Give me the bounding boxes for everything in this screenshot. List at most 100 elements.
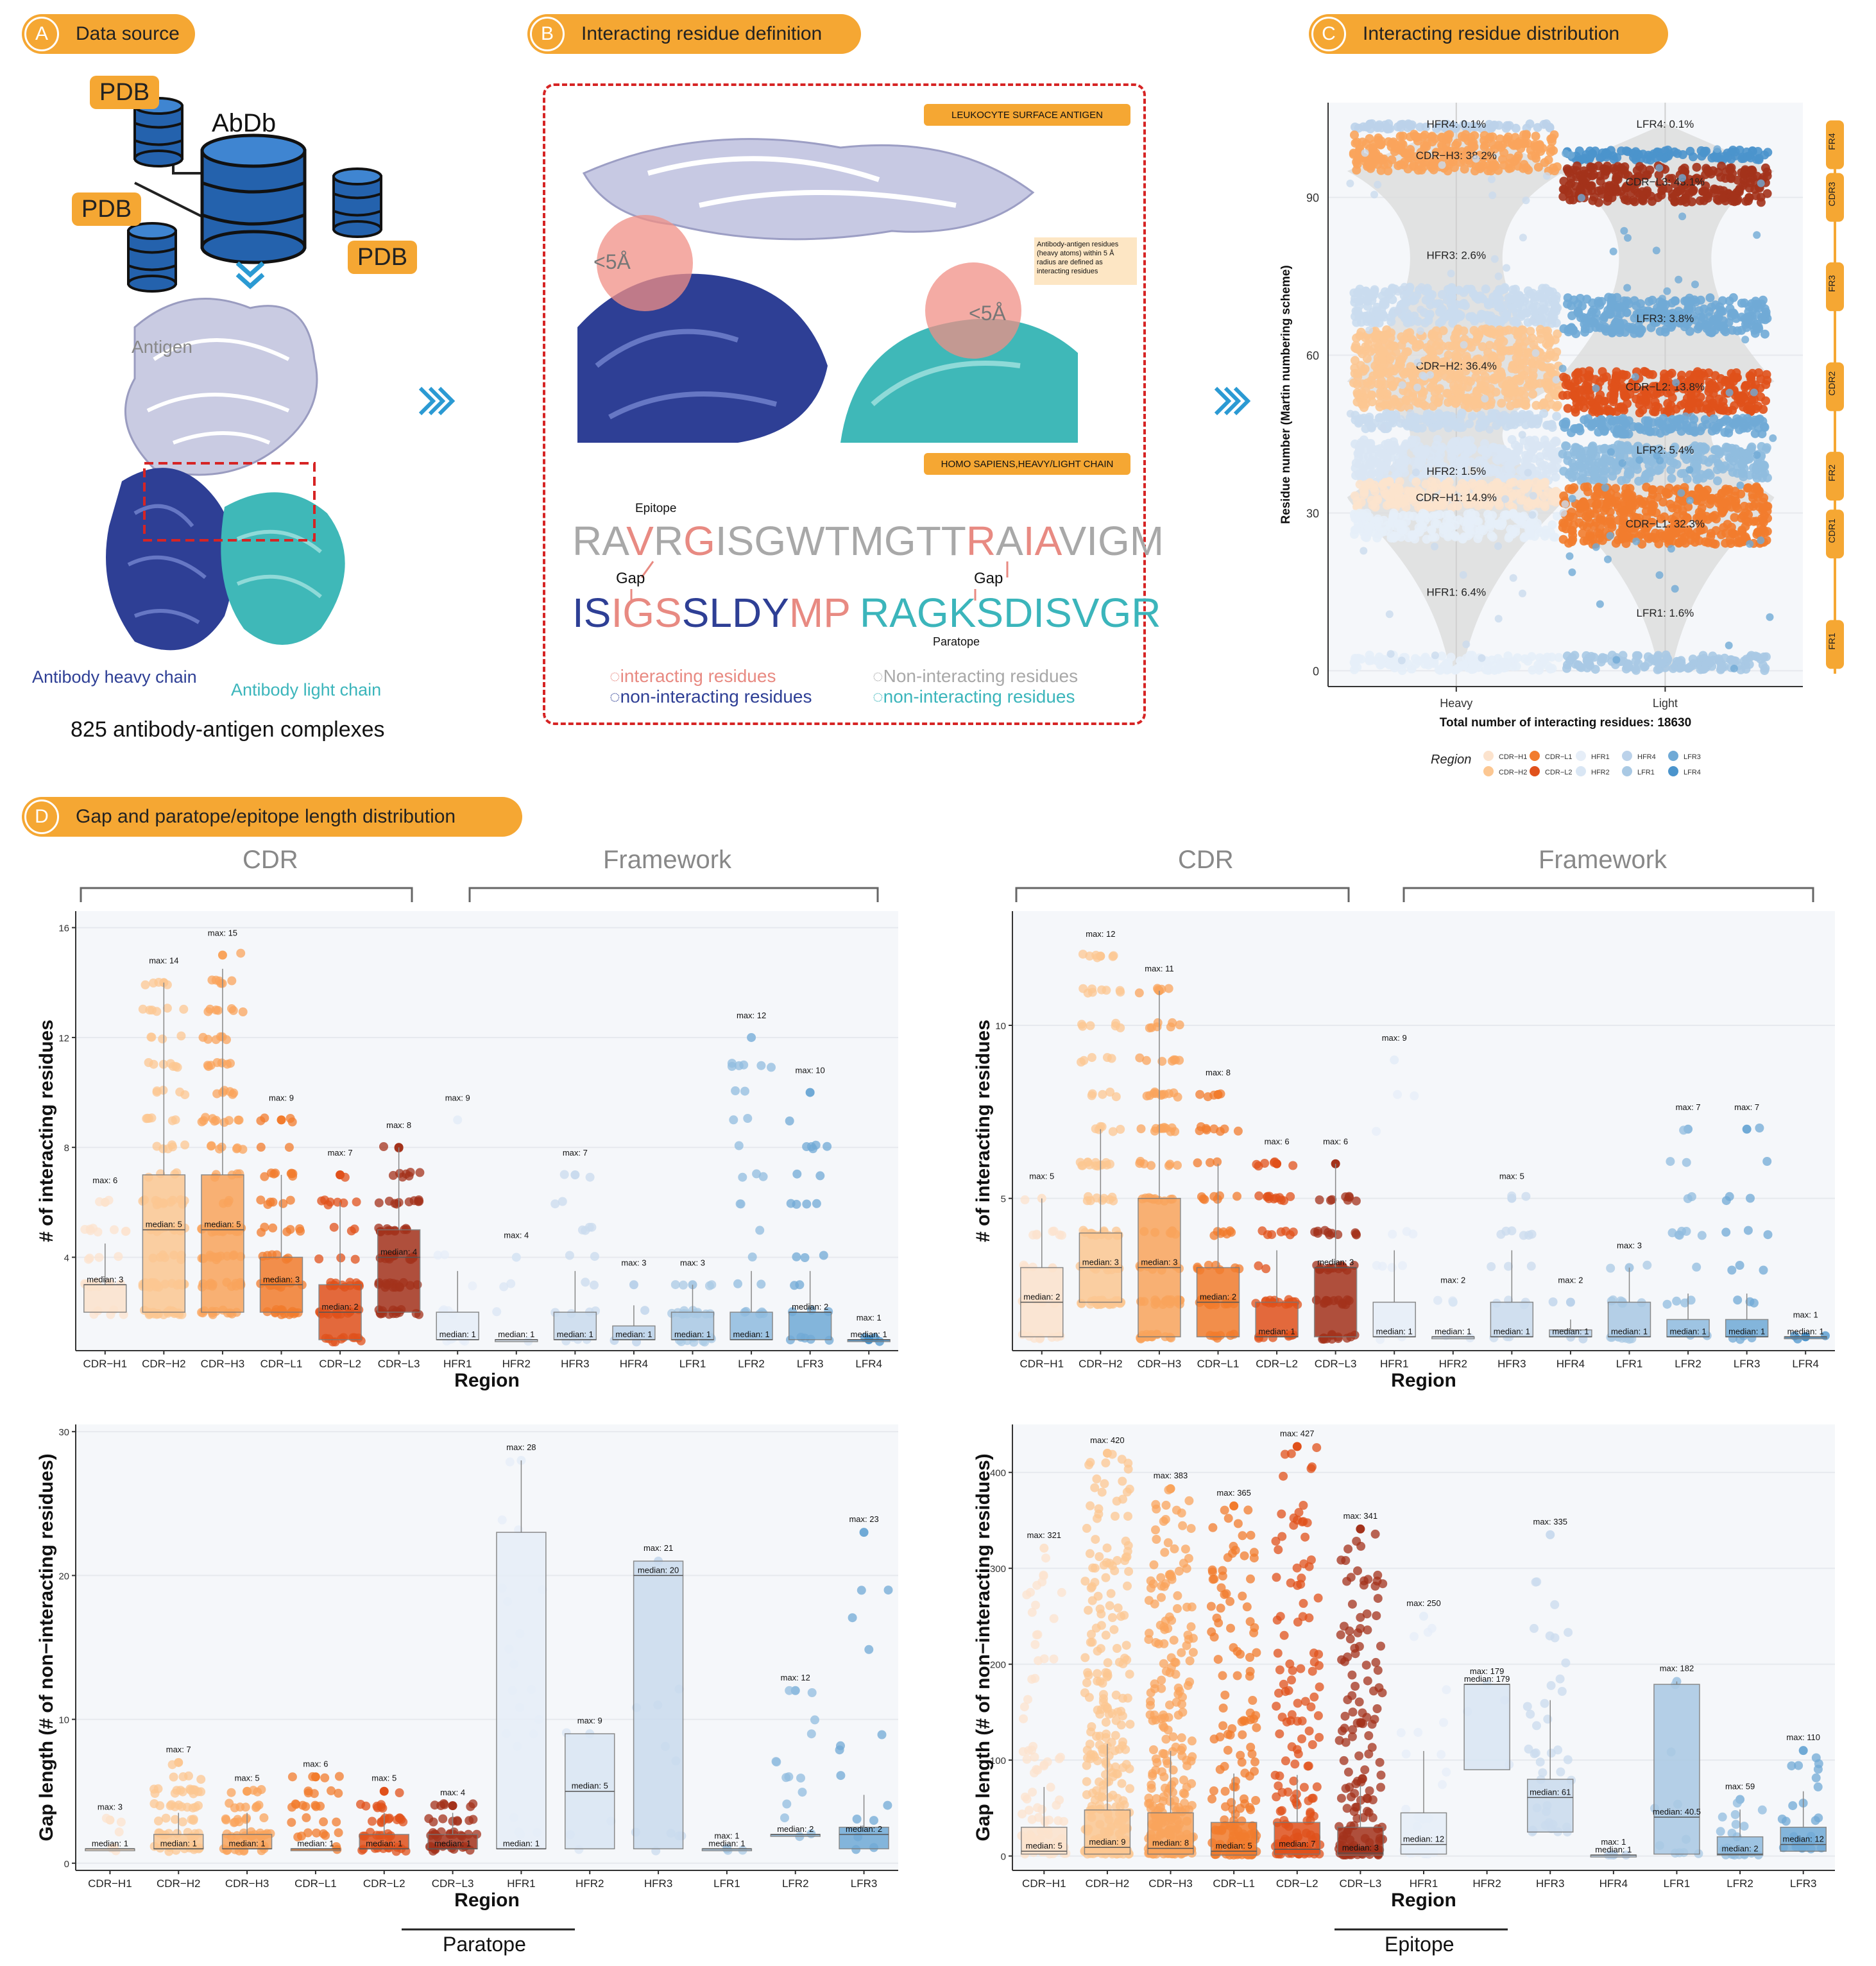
data-point xyxy=(93,1227,103,1236)
data-point xyxy=(1730,147,1740,157)
outlier-point xyxy=(1494,542,1502,551)
data-point xyxy=(1450,163,1459,173)
data-point xyxy=(550,1199,560,1209)
data-point xyxy=(1463,382,1472,392)
outlier-point xyxy=(1601,484,1609,492)
data-point xyxy=(1418,399,1428,409)
data-point xyxy=(1614,515,1623,525)
data-point xyxy=(1621,146,1631,156)
data-point xyxy=(1535,140,1544,150)
data-point xyxy=(1492,360,1502,369)
data-point xyxy=(286,1169,296,1179)
data-point xyxy=(1374,450,1384,460)
data-point xyxy=(1513,653,1522,663)
data-point xyxy=(1762,536,1771,545)
data-point xyxy=(148,1005,157,1015)
data-point xyxy=(1367,391,1376,400)
data-point xyxy=(138,1004,148,1014)
median-label: median: 5 xyxy=(204,1220,241,1229)
side-tag-box xyxy=(1826,509,1844,559)
data-point xyxy=(1494,121,1504,130)
paratope-label: Paratope xyxy=(933,635,980,648)
data-point xyxy=(1650,397,1660,407)
outlier-point xyxy=(1757,536,1765,545)
data-point xyxy=(1696,312,1706,322)
data-point xyxy=(1661,314,1671,324)
max-point xyxy=(336,1170,345,1179)
data-point xyxy=(756,1061,766,1070)
data-point xyxy=(1746,173,1755,183)
data-point xyxy=(1497,141,1507,150)
data-point xyxy=(1529,454,1539,463)
data-point xyxy=(114,1252,123,1261)
heavy-seq-segment: S xyxy=(654,590,682,636)
data-point xyxy=(1664,489,1673,499)
outlier-point xyxy=(1652,246,1660,255)
data-point xyxy=(1702,400,1712,409)
median-label: median: 1 xyxy=(557,1329,593,1339)
outlier-point xyxy=(1675,275,1683,284)
data-point xyxy=(346,1226,356,1236)
data-point xyxy=(1363,339,1373,349)
band-percentage-label: LFR4: 0.1% xyxy=(1637,118,1694,130)
data-point xyxy=(1644,473,1654,483)
data-point xyxy=(1728,191,1738,200)
data-point xyxy=(1437,132,1447,142)
data-point xyxy=(1352,397,1362,407)
data-point xyxy=(1737,459,1746,468)
data-point xyxy=(163,1144,173,1154)
data-point xyxy=(1379,348,1388,357)
data-point xyxy=(1676,400,1686,410)
data-point xyxy=(1526,438,1536,447)
data-point xyxy=(1671,296,1680,306)
data-point xyxy=(1521,337,1531,346)
data-point xyxy=(1521,481,1530,491)
outlier-point xyxy=(1529,491,1537,500)
data-point xyxy=(1413,132,1422,142)
box xyxy=(83,1284,127,1313)
data-point xyxy=(217,1142,226,1152)
x-tick-label: CDR−L3 xyxy=(378,1358,420,1370)
antigen-seq-segment: VIGM xyxy=(1059,518,1164,564)
data-point xyxy=(1748,146,1757,156)
data-point xyxy=(1376,136,1386,146)
radius-label-2: <5Å xyxy=(969,302,1006,325)
data-point xyxy=(207,1141,216,1151)
data-point xyxy=(1706,169,1716,179)
outlier-point xyxy=(1531,349,1540,357)
data-point xyxy=(1361,399,1370,409)
region-band-cdr-h3 xyxy=(1349,130,1562,176)
data-point xyxy=(1626,324,1635,334)
data-point xyxy=(1468,142,1478,152)
side-region-tag: FR2 xyxy=(1826,452,1844,501)
pdb-database-icon-2 xyxy=(127,222,177,293)
data-point xyxy=(213,1005,223,1015)
band-percentage-label: CDR−L2: 13.8% xyxy=(1626,381,1705,393)
data-point xyxy=(1612,175,1621,184)
outlier-point xyxy=(1524,468,1532,477)
band-percentage-label: CDR−H1: 14.9% xyxy=(1416,491,1497,504)
outlier-point xyxy=(1397,656,1406,665)
outlier-point xyxy=(1678,212,1687,221)
data-point xyxy=(1548,287,1557,297)
data-point xyxy=(1623,660,1633,670)
definition-note: Antibody-antigen residues (heavy atoms) … xyxy=(1034,237,1137,285)
data-point xyxy=(152,1141,162,1151)
data-point xyxy=(1715,185,1725,195)
data-point xyxy=(1708,513,1718,522)
data-point xyxy=(1521,131,1531,141)
data-point xyxy=(733,1279,742,1288)
outlier-point xyxy=(1360,547,1368,555)
data-point xyxy=(1508,450,1517,459)
data-point xyxy=(1369,139,1379,149)
max-point xyxy=(570,1170,580,1179)
data-point xyxy=(1512,662,1521,671)
data-point xyxy=(1636,154,1646,164)
data-point xyxy=(1372,302,1382,312)
data-point xyxy=(1758,516,1768,526)
data-point xyxy=(1730,448,1739,457)
data-point xyxy=(1583,186,1592,196)
band-percentage-label: HFR2: 1.5% xyxy=(1427,465,1487,477)
